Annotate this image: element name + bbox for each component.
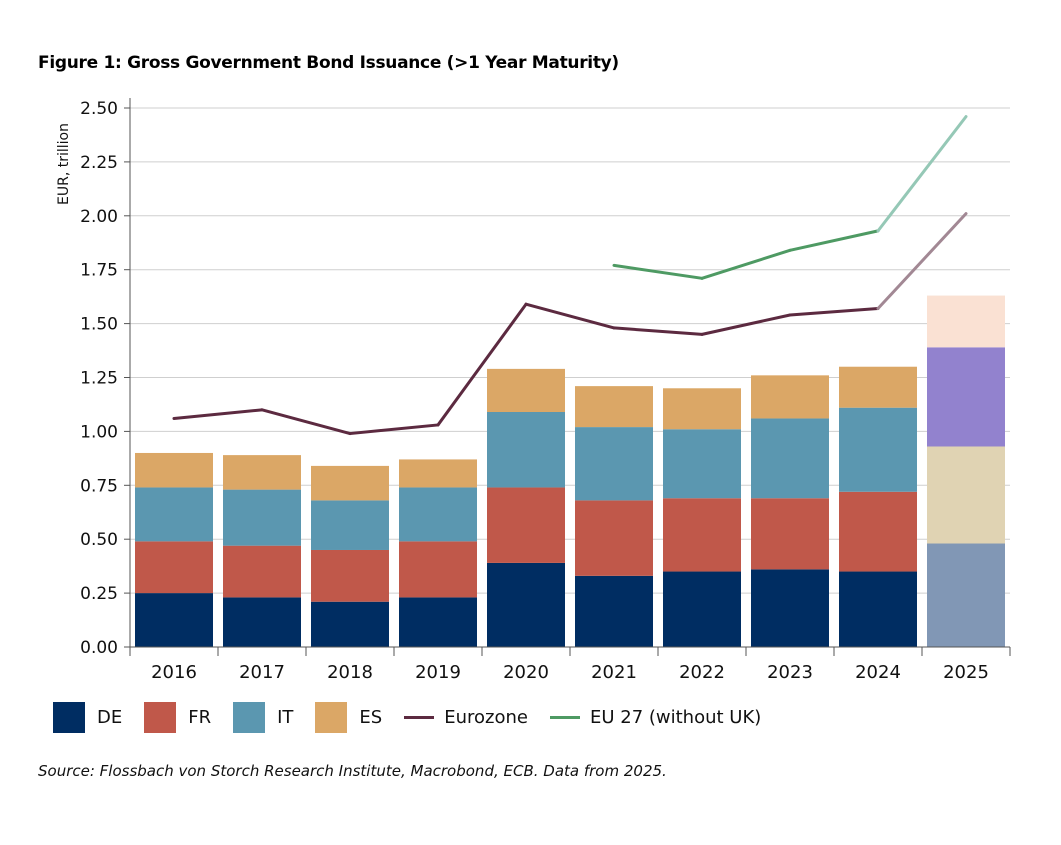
legend-swatch: [53, 702, 85, 733]
line-eu-27-without-uk--segment: [788, 229, 880, 252]
line-eu-27-without-uk--segment: [612, 263, 704, 280]
bar-es-2025: [927, 295, 1005, 348]
legend-label: FR: [188, 707, 212, 728]
x-tick-label: 2016: [151, 662, 197, 683]
bar-es-2018: [311, 465, 389, 501]
bar-de-2024: [839, 571, 917, 647]
line-eurozone-segment: [700, 313, 792, 336]
bar-de-2016: [135, 593, 213, 647]
chart-svg: 0.00 0.25 0.50 0.75 1.00 1.25 1.50 1.75 2.00 2.25…: [56, 98, 1011, 683]
x-tick-label: 2020: [503, 662, 549, 683]
x-tick-label: 2023: [767, 662, 813, 683]
line-eurozone-segment: [612, 326, 704, 336]
bar-it-2019: [399, 487, 477, 542]
y-axis-label: EUR, trillion: [56, 123, 72, 205]
line-eurozone-segment: [172, 408, 264, 420]
line-eurozone-segment: [260, 408, 352, 436]
bar-es-2019: [399, 459, 477, 488]
line-eu-27-without-uk--segment: [876, 115, 968, 233]
bar-de-2017: [223, 597, 301, 647]
legend-swatch: [144, 702, 177, 733]
bar-de-2023: [751, 569, 829, 647]
line-eurozone-segment: [876, 212, 968, 311]
x-tick-label: 2018: [327, 662, 373, 683]
bar-de-2025: [927, 543, 1005, 647]
x-tick-label: 2025: [943, 662, 989, 683]
y-tick-label: 0.00: [80, 638, 118, 658]
bar-fr-2023: [751, 498, 829, 570]
x-tick-label: 2017: [239, 662, 285, 683]
bar-it-2020: [487, 411, 565, 488]
bar-es-2022: [663, 388, 741, 430]
bar-fr-2024: [839, 491, 917, 572]
legend: DE FR IT ES Eurozone EU 27 (without UK): [53, 702, 783, 733]
bar-it-2022: [663, 429, 741, 499]
bar-fr-2021: [575, 500, 653, 576]
bar-es-2021: [575, 386, 653, 428]
legend-label: ES: [359, 707, 383, 728]
bar-de-2018: [311, 601, 389, 647]
bar-it-2023: [751, 418, 829, 499]
bar-es-2016: [135, 452, 213, 488]
line-eu-27-without-uk--segment: [700, 248, 792, 280]
y-tick-label: 1.00: [80, 422, 118, 442]
y-tick-label: 1.25: [80, 369, 118, 389]
legend-item-es: ES: [315, 702, 382, 733]
x-tick-label: 2019: [415, 662, 461, 683]
chart-title: Figure 1: Gross Government Bond Issuance…: [38, 53, 619, 73]
legend-item-eu27: EU 27 (without UK): [549, 707, 762, 728]
bar-fr-2016: [135, 541, 213, 594]
bar-it-2025: [927, 347, 1005, 447]
bar-fr-2017: [223, 545, 301, 598]
legend-swatch: [315, 702, 348, 733]
bar-de-2019: [399, 597, 477, 647]
y-tick-label: 2.25: [80, 153, 118, 173]
line-eurozone-segment: [436, 302, 528, 427]
legend-label: IT: [277, 707, 294, 728]
bar-it-2024: [839, 407, 917, 492]
bar-de-2022: [663, 571, 741, 647]
bar-it-2018: [311, 500, 389, 550]
legend-item-eurozone: Eurozone: [404, 707, 528, 728]
bar-fr-2025: [927, 446, 1005, 544]
bar-fr-2019: [399, 541, 477, 598]
line-eurozone-segment: [524, 302, 616, 330]
bar-fr-2022: [663, 498, 741, 572]
x-tick-label: 2024: [855, 662, 901, 683]
bar-it-2017: [223, 489, 301, 546]
legend-label: DE: [97, 707, 123, 728]
bar-fr-2020: [487, 487, 565, 563]
x-tick-label: 2021: [591, 662, 637, 683]
bar-es-2020: [487, 368, 565, 412]
y-tick-label: 2.00: [80, 207, 118, 227]
y-tick-label: 0.50: [80, 530, 118, 550]
y-tick-label: 1.75: [80, 261, 118, 281]
legend-label: EU 27 (without UK): [589, 707, 762, 728]
y-tick-label: 2.50: [80, 99, 118, 119]
bar-it-2021: [575, 427, 653, 501]
line-eurozone-segment: [788, 307, 880, 317]
bar-de-2021: [575, 575, 653, 647]
bar-fr-2018: [311, 549, 389, 602]
y-tick-label: 0.75: [80, 476, 118, 496]
legend-item-fr: FR: [144, 702, 211, 733]
legend-label: Eurozone: [444, 707, 528, 728]
line-eurozone-segment: [348, 423, 440, 436]
x-tick-label: 2022: [679, 662, 725, 683]
legend-item-it: IT: [233, 702, 293, 733]
y-tick-label: 0.25: [80, 584, 118, 604]
bar-es-2017: [223, 455, 301, 490]
legend-swatch: [233, 702, 266, 733]
y-tick-label: 1.50: [80, 315, 118, 335]
legend-item-de: DE: [53, 702, 122, 733]
bar-it-2016: [135, 487, 213, 542]
bar-de-2020: [487, 562, 565, 647]
bar-es-2024: [839, 366, 917, 408]
legend-line: [404, 716, 435, 719]
bar-es-2023: [751, 375, 829, 419]
legend-line: [549, 716, 580, 719]
source-note: Source: Flossbach von Storch Research In…: [38, 762, 667, 780]
